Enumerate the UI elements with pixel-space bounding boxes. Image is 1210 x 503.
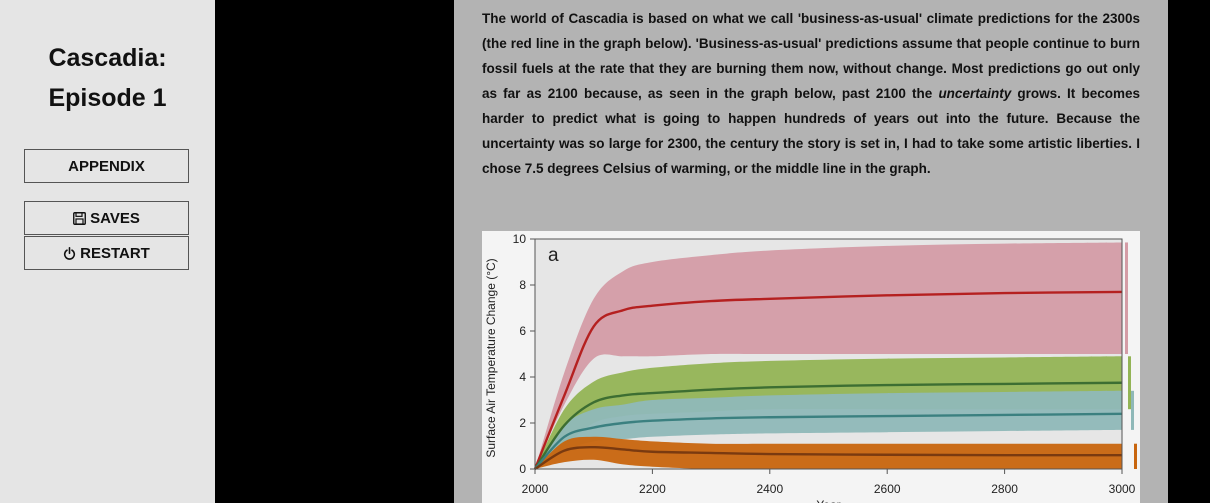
range-bar-4 — [1134, 443, 1137, 469]
mean-line-3 — [534, 412, 1123, 470]
range-bar-2 — [1128, 356, 1131, 410]
mean-line-2 — [534, 381, 1123, 470]
range-bar-3 — [1131, 390, 1134, 430]
story-title-line2: Episode 1 — [48, 84, 167, 112]
uncertainty-band-4 — [535, 436, 1122, 470]
temperature-chart: 0 2 4 6 8 10 2000 2200 2400 2600 2800 3000 Surface A… — [484, 232, 1137, 503]
passage-text: The world of Cascadia is based on what w… — [482, 6, 1140, 181]
uncertainty-band-3 — [535, 390, 1122, 469]
passage-emphasis: uncertainty — [938, 86, 1012, 101]
left-margin — [215, 0, 454, 503]
y-tick-label: 10 — [513, 232, 527, 246]
saves-button[interactable]: SAVES — [24, 201, 189, 235]
uncertainty-band-1 — [535, 242, 1122, 469]
passage-part2: grows. It becomes harder to predict what… — [482, 86, 1140, 176]
range-bar-1 — [1125, 242, 1128, 354]
appendix-label: APPENDIX — [68, 157, 145, 175]
y-axis-label: Surface Air Temperature Change (°C) — [484, 258, 498, 457]
restart-label: RESTART — [80, 244, 150, 262]
power-icon — [64, 246, 76, 260]
mean-line-4 — [534, 445, 1123, 471]
y-tick-label: 2 — [519, 416, 526, 430]
x-tick-label: 2200 — [639, 482, 666, 496]
x-tick-label: 3000 — [1109, 482, 1136, 496]
passage-area[interactable]: The world of Cascadia is based on what w… — [454, 0, 1168, 503]
x-tick-label: 2000 — [522, 482, 549, 496]
plot-frame — [534, 238, 1123, 470]
story-title: Cascadia: Episode 1 — [0, 38, 215, 118]
passage-part1: The world of Cascadia is based on what w… — [482, 11, 1140, 101]
restart-button[interactable]: RESTART — [24, 236, 189, 270]
story-title-line1: Cascadia: — [48, 44, 167, 72]
climate-figure: 0 2 4 6 8 10 2000 2200 2400 2600 2800 3000 Surface A… — [482, 231, 1140, 503]
y-tick-label: 0 — [519, 462, 526, 476]
x-tick-label: 2800 — [991, 482, 1018, 496]
saves-label: SAVES — [90, 209, 140, 227]
x-tick-label: 2600 — [874, 482, 901, 496]
right-margin — [1168, 0, 1210, 503]
sidebar: Cascadia: Episode 1 APPENDIX SAVES RESTA… — [0, 0, 215, 503]
y-tick-label: 8 — [519, 278, 526, 292]
x-tick-label: 2400 — [756, 482, 783, 496]
panel-label: a — [548, 245, 559, 266]
x-axis-label: Year — [816, 498, 840, 503]
floppy-disk-icon — [73, 211, 87, 225]
mean-line-1 — [533, 290, 1123, 470]
y-tick-label: 4 — [519, 370, 526, 384]
appendix-button[interactable]: APPENDIX — [24, 149, 189, 183]
y-tick-label: 6 — [519, 324, 526, 338]
